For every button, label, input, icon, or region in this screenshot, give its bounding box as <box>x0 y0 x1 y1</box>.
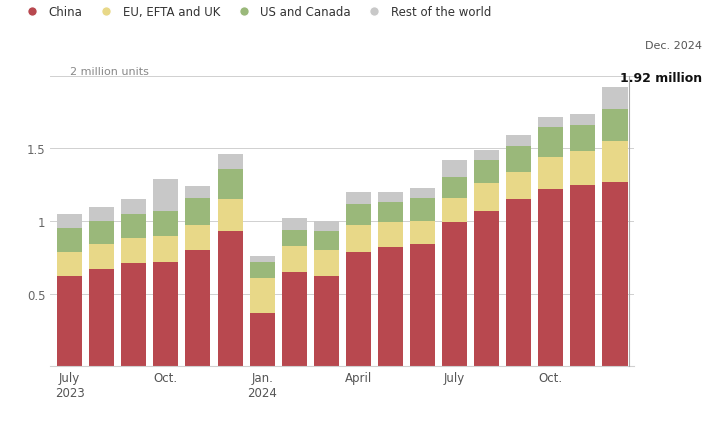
Bar <box>121 264 146 366</box>
Bar <box>282 246 307 272</box>
Bar <box>346 193 371 204</box>
Bar <box>506 136 531 146</box>
Bar <box>57 214 82 229</box>
Bar <box>314 276 339 366</box>
Bar <box>346 226 371 252</box>
Bar <box>442 161 467 178</box>
Bar <box>603 182 628 366</box>
Bar <box>570 185 595 366</box>
Bar <box>346 204 371 226</box>
Bar <box>250 278 274 313</box>
Text: 2 million units: 2 million units <box>70 67 148 77</box>
Bar <box>410 245 435 366</box>
Bar <box>378 248 403 366</box>
Bar <box>89 222 114 245</box>
Bar <box>186 187 210 199</box>
Bar <box>506 172 531 200</box>
Bar <box>217 200 243 232</box>
Bar <box>539 158 563 190</box>
Bar <box>186 250 210 366</box>
Bar <box>378 203 403 223</box>
Bar <box>506 200 531 366</box>
Bar <box>539 190 563 366</box>
Bar <box>410 222 435 245</box>
Bar <box>410 199 435 222</box>
Bar <box>282 272 307 366</box>
Bar <box>121 239 146 264</box>
Bar <box>314 250 339 276</box>
Bar <box>378 223 403 248</box>
Bar <box>89 207 114 222</box>
Bar <box>89 245 114 269</box>
Bar <box>250 313 274 366</box>
Bar <box>378 193 403 203</box>
Bar <box>57 229 82 252</box>
Bar <box>314 232 339 250</box>
Bar <box>539 127 563 158</box>
Bar <box>474 150 499 161</box>
Bar <box>603 142 628 182</box>
Bar <box>539 117 563 127</box>
Bar <box>282 230 307 246</box>
Bar <box>153 262 179 366</box>
Bar <box>474 161 499 184</box>
Bar <box>442 199 467 223</box>
Bar <box>603 88 628 110</box>
Bar <box>250 256 274 262</box>
Bar <box>442 223 467 366</box>
Bar <box>217 232 243 366</box>
Bar <box>186 199 210 226</box>
Bar <box>121 214 146 239</box>
Text: Dec. 2024: Dec. 2024 <box>645 41 702 51</box>
Bar <box>121 200 146 214</box>
Bar <box>442 178 467 199</box>
Bar <box>186 226 210 250</box>
Bar <box>314 222 339 232</box>
Bar <box>603 110 628 142</box>
Bar <box>217 155 243 170</box>
Text: 1.92 million: 1.92 million <box>620 72 702 85</box>
Bar <box>570 152 595 185</box>
Bar <box>410 188 435 199</box>
Bar <box>474 211 499 366</box>
Bar <box>570 114 595 126</box>
Bar <box>89 269 114 366</box>
Bar <box>153 179 179 211</box>
Bar <box>217 170 243 200</box>
Legend: China, EU, EFTA and UK, US and Canada, Rest of the world: China, EU, EFTA and UK, US and Canada, R… <box>15 1 496 24</box>
Bar <box>282 219 307 230</box>
Bar <box>153 236 179 262</box>
Bar <box>474 184 499 211</box>
Bar <box>250 262 274 278</box>
Bar <box>346 252 371 366</box>
Bar <box>570 126 595 152</box>
Bar <box>506 146 531 172</box>
Bar <box>57 252 82 276</box>
Bar <box>153 211 179 236</box>
Bar <box>57 276 82 366</box>
